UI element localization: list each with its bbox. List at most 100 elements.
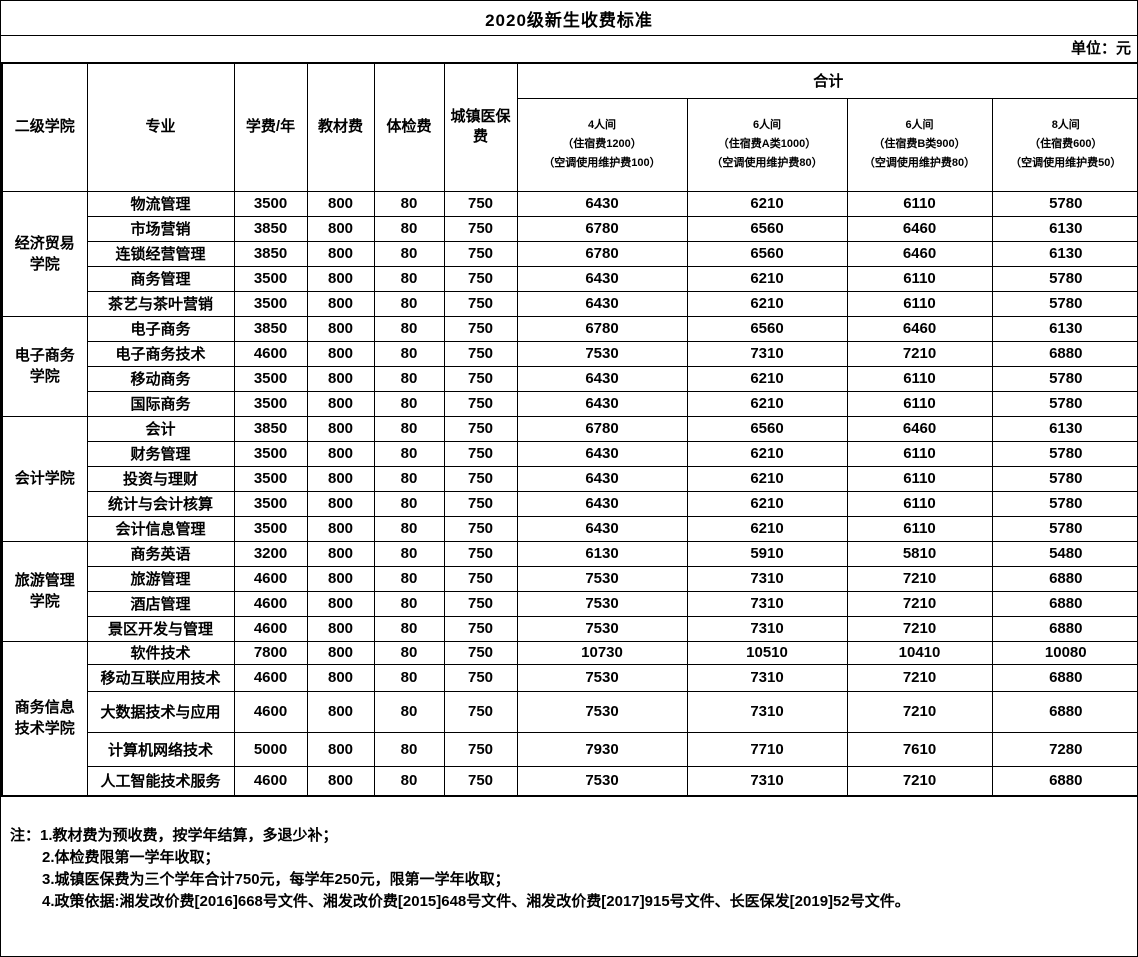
total-6room-a-cell: 6210 [686, 390, 848, 417]
total-8room-cell: 6880 [991, 615, 1137, 642]
total-8room-cell: 5780 [991, 390, 1137, 417]
textbook-fee-cell: 800 [306, 290, 375, 317]
insurance-fee-cell: 750 [443, 490, 518, 517]
table-row: 计算机网络技术 5000 800 80 750 7930 7710 7610 7280 [2, 731, 1137, 767]
tuition-cell: 3500 [233, 290, 308, 317]
tuition-cell: 3500 [233, 190, 308, 217]
physical-fee-cell: 80 [373, 590, 445, 617]
textbook-fee-cell: 800 [306, 415, 375, 442]
table-row: 经济贸易 学院 物流管理 3500 800 80 750 6430 6210 6110 5780 [1, 190, 1137, 317]
table-row: 电子商务 学院 电子商务 3850 800 80 750 6780 6560 6460 6130 [1, 315, 1137, 417]
major-cell: 旅游管理 [86, 565, 235, 592]
tuition-cell: 3500 [233, 490, 308, 517]
insurance-fee-cell: 750 [443, 315, 518, 342]
total-6room-b-cell: 6460 [846, 240, 993, 267]
physical-fee-cell: 80 [373, 415, 445, 442]
major-cell: 商务管理 [86, 265, 235, 292]
total-6room-b-cell: 7210 [846, 663, 993, 692]
table-row: 国际商务 3500 800 80 750 6430 6210 6110 5780 [2, 390, 1137, 417]
physical-fee-cell: 80 [373, 465, 445, 492]
total-8room-cell: 5780 [991, 515, 1137, 542]
total-6room-b-cell: 6110 [846, 290, 993, 317]
total-6room-b-cell: 7210 [846, 765, 993, 797]
physical-fee-cell: 80 [373, 290, 445, 317]
insurance-fee-cell: 750 [443, 215, 518, 242]
table-row: 投资与理财 3500 800 80 750 6430 6210 6110 5780 [2, 465, 1137, 492]
tuition-cell: 4600 [233, 565, 308, 592]
total-6room-b-cell: 7210 [846, 565, 993, 592]
note-text: 4.政策依据:湘发改价费[2016]668号文件、湘发改价费[2015]648号… [42, 893, 910, 910]
total-8room-cell: 6880 [991, 340, 1137, 367]
total-6room-a-cell: 7310 [686, 690, 848, 733]
table-row: 人工智能技术服务 4600 800 80 750 7530 7310 7210 6880 [2, 765, 1137, 797]
insurance-fee-cell: 750 [443, 190, 518, 217]
major-cell: 大数据技术与应用 [86, 690, 235, 733]
physical-fee-cell: 80 [373, 540, 445, 567]
insurance-fee-cell: 750 [443, 765, 518, 797]
tuition-cell: 3500 [233, 465, 308, 492]
insurance-fee-cell: 750 [443, 690, 518, 733]
total-6room-b-cell: 6460 [846, 215, 993, 242]
tuition-cell: 3850 [233, 415, 308, 442]
physical-fee-cell: 80 [373, 240, 445, 267]
total-8room-cell: 5780 [991, 490, 1137, 517]
total-8room-cell: 6880 [991, 565, 1137, 592]
physical-fee-cell: 80 [373, 640, 445, 665]
textbook-fee-cell: 800 [306, 640, 375, 665]
total-6room-a-cell: 6210 [686, 440, 848, 467]
total-4room-cell: 6780 [516, 215, 688, 242]
table-row: 统计与会计核算 3500 800 80 750 6430 6210 6110 5780 [2, 490, 1137, 517]
unit-row: 单位：元 [1, 36, 1137, 62]
header-textbook: 教材费 [306, 62, 375, 192]
total-8room-cell: 6130 [991, 215, 1137, 242]
total-4room-cell: 6430 [516, 440, 688, 467]
textbook-fee-cell: 800 [306, 465, 375, 492]
physical-fee-cell: 80 [373, 490, 445, 517]
page-title: 2020级新生收费标准 [485, 10, 653, 30]
total-4room-cell: 7530 [516, 340, 688, 367]
college-cell: 经济贸易 学院 [1, 190, 88, 317]
total-8room-cell: 7280 [991, 731, 1137, 767]
total-4room-cell: 6430 [516, 465, 688, 492]
header-physical: 体检费 [373, 62, 445, 192]
textbook-fee-cell: 800 [306, 663, 375, 692]
header-major: 专业 [86, 62, 235, 192]
total-4room-cell: 7530 [516, 590, 688, 617]
total-8room-cell: 5480 [991, 540, 1137, 567]
tuition-cell: 3850 [233, 215, 308, 242]
major-cell: 会计信息管理 [86, 515, 235, 542]
note-text: 1.教材费为预收费，按学年结算，多退少补； [40, 827, 338, 844]
total-4room-cell: 6780 [516, 415, 688, 442]
header-college: 二级学院 [1, 62, 88, 192]
notes: 注：1.教材费为预收费，按学年结算，多退少补； 2.体检费限第一学年收取； 3.城镇… [1, 825, 1137, 913]
physical-fee-cell: 80 [373, 265, 445, 292]
insurance-fee-cell: 750 [443, 515, 518, 542]
table-row: 茶艺与茶叶营销 3500 800 80 750 6430 6210 6110 5780 [2, 290, 1137, 317]
total-6room-a-cell: 7310 [686, 590, 848, 617]
total-6room-b-cell: 7210 [846, 340, 993, 367]
insurance-fee-cell: 750 [443, 465, 518, 492]
header-room-8: 8人间 （住宿费600） （空调使用维护费50） [991, 97, 1137, 192]
table-row: 电子商务技术 4600 800 80 750 7530 7310 7210 6880 [2, 340, 1137, 367]
total-6room-a-cell: 5910 [686, 540, 848, 567]
textbook-fee-cell: 800 [306, 315, 375, 342]
title-row: 2020级新生收费标准 [1, 1, 1137, 36]
major-cell: 国际商务 [86, 390, 235, 417]
insurance-fee-cell: 750 [443, 415, 518, 442]
textbook-fee-cell: 800 [306, 540, 375, 567]
tuition-cell: 4600 [233, 340, 308, 367]
textbook-fee-cell: 800 [306, 515, 375, 542]
table-row: 财务管理 3500 800 80 750 6430 6210 6110 5780 [2, 440, 1137, 467]
total-8room-cell: 6130 [991, 240, 1137, 267]
tuition-cell: 4600 [233, 615, 308, 642]
total-6room-a-cell: 7310 [686, 615, 848, 642]
physical-fee-cell: 80 [373, 340, 445, 367]
textbook-fee-cell: 800 [306, 590, 375, 617]
total-4room-cell: 6430 [516, 190, 688, 217]
tuition-cell: 3850 [233, 240, 308, 267]
table-row: 酒店管理 4600 800 80 750 7530 7310 7210 6880 [2, 590, 1137, 617]
table-row: 移动互联应用技术 4600 800 80 750 7530 7310 7210 6880 [2, 663, 1137, 692]
physical-fee-cell: 80 [373, 565, 445, 592]
major-cell: 软件技术 [86, 640, 235, 665]
total-6room-a-cell: 7310 [686, 565, 848, 592]
